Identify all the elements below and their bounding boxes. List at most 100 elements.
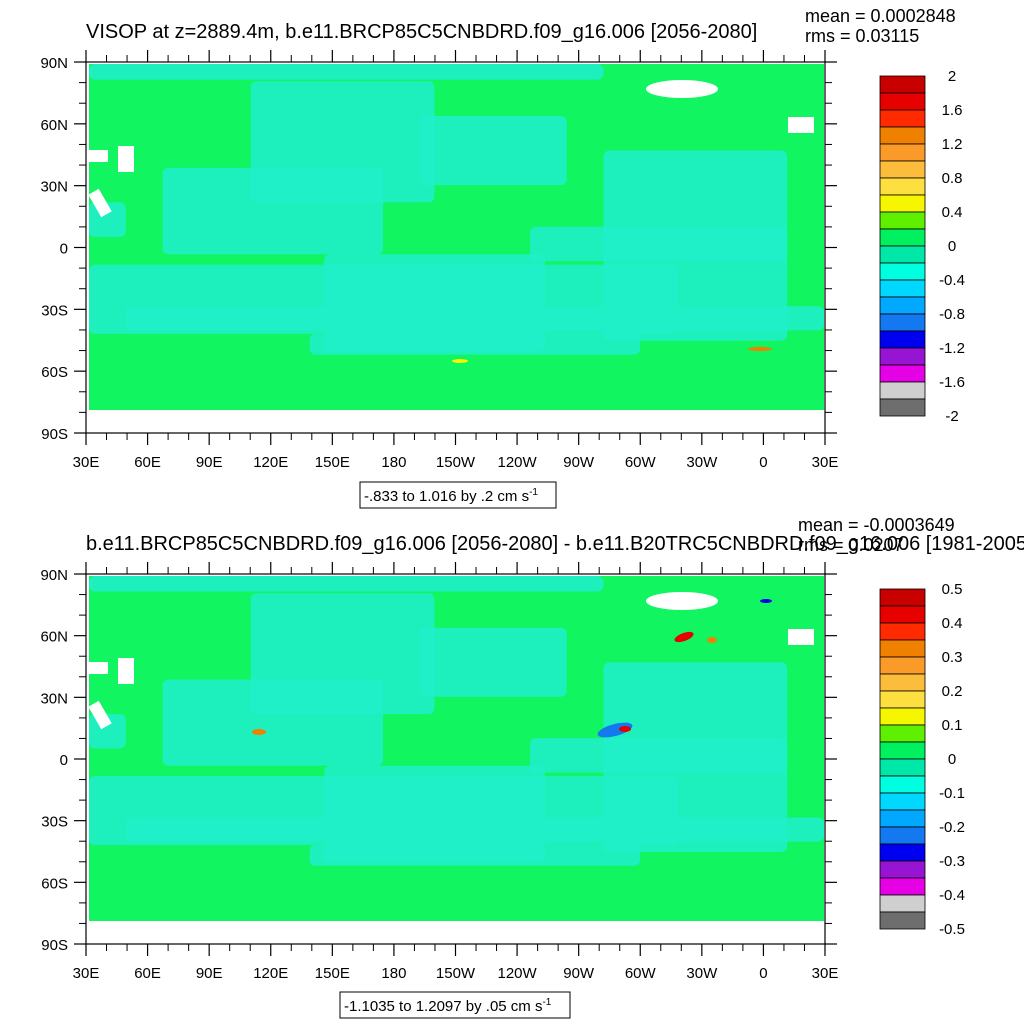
x-tick-label: 60W [625, 965, 657, 982]
colorbar-swatch [879, 211, 926, 230]
greenland-landmask [646, 592, 718, 610]
landmask [788, 629, 814, 645]
negative-anomaly-region [125, 306, 824, 331]
colorbar-label: -0.4 [939, 272, 965, 289]
anomaly-feature [748, 347, 772, 351]
x-tick-label: 0 [759, 454, 767, 471]
colorbar-label: 0.1 [942, 717, 963, 734]
colorbar: 2 1.6 1.2 0.8 0.4 0 -0.4 -0.8 -1.2 -1.6 -2 [879, 68, 965, 425]
map-plot [86, 576, 824, 943]
rms-stat: rms = 0.0207 [798, 535, 904, 555]
y-tick-label: 90S [41, 426, 68, 443]
map-axes: 90N 60N 30N 0 30S 60S 90S 30E 60E 90E 120E 150E 180 1… [40, 562, 838, 982]
anomaly-feature [707, 637, 717, 643]
colorbar-label: 0 [948, 751, 956, 768]
x-tick-label: 120E [253, 454, 288, 471]
x-tick-label: 30E [73, 965, 100, 982]
colorbar-swatch [879, 911, 926, 930]
colorbar-swatch [879, 143, 926, 162]
x-tick-label: 60E [134, 965, 161, 982]
x-tick-label: 150E [315, 454, 350, 471]
colorbar-swatch [879, 792, 926, 811]
x-tick-label: 120E [253, 965, 288, 982]
colorbar-label: 2 [948, 68, 956, 85]
colorbar-label: -0.8 [939, 306, 965, 323]
colorbar-label: 0.4 [942, 615, 963, 632]
colorbar-label: 0.5 [942, 581, 963, 598]
colorbar-label: 1.6 [942, 102, 963, 119]
colorbar-swatch [879, 826, 926, 845]
colorbar-swatch [879, 245, 926, 264]
colorbar-swatch [879, 126, 926, 145]
negative-anomaly-region [89, 576, 604, 592]
landmask [88, 700, 112, 730]
colorbar-label: 0.4 [942, 204, 963, 221]
colorbar: 0.5 0.4 0.3 0.2 0.1 0 -0.1 -0.2 -0.3 -0.4 -0.5 [879, 581, 965, 938]
negative-anomaly-region [250, 593, 435, 714]
negative-anomaly-region [250, 81, 435, 203]
x-tick-label: 30E [812, 454, 839, 471]
x-tick-label: 0 [759, 965, 767, 982]
colorbar-label: 1.2 [942, 136, 963, 153]
colorbar-swatch [879, 860, 926, 879]
colorbar-swatch [879, 262, 926, 281]
colorbar-swatch [879, 673, 926, 692]
bottom-panel: b.e11.BRCP85C5CNBDRD.f09_g16.006 [2056-2… [40, 515, 1024, 1019]
colorbar-swatch [879, 707, 926, 726]
colorbar-swatch [879, 690, 926, 709]
x-tick-label: 90W [563, 965, 595, 982]
x-tick-label: 150W [436, 454, 476, 471]
x-tick-label: 150W [436, 965, 476, 982]
colorbar-swatch [879, 160, 926, 179]
colorbar-swatch [879, 92, 926, 111]
y-tick-label: 60S [41, 364, 68, 381]
negative-anomaly-region [309, 333, 641, 355]
x-tick-label: 90W [563, 454, 595, 471]
top-panel: VISOP at z=2889.4m, b.e11.BRCP85C5CNBDRD… [40, 6, 965, 509]
landmask [86, 662, 108, 674]
anomaly-feature [619, 726, 631, 732]
landmask [118, 658, 134, 684]
rms-stat: rms = 0.03115 [805, 26, 919, 46]
colorbar-label: 0 [948, 238, 956, 255]
y-tick-label: 60N [40, 629, 68, 646]
contour-range-text: -1.1035 to 1.2097 by .05 cm s [344, 998, 542, 1015]
x-tick-label: 180 [381, 965, 406, 982]
colorbar-label: -0.3 [939, 853, 965, 870]
colorbar-swatch [879, 809, 926, 828]
landmask [118, 146, 134, 172]
colorbar-swatch [879, 296, 926, 315]
colorbar-swatch [879, 877, 926, 896]
colorbar-label: -0.5 [939, 921, 965, 938]
colorbar-swatch [879, 109, 926, 128]
y-tick-label: 90S [41, 937, 68, 954]
negative-anomaly-region [530, 738, 788, 773]
colorbar-swatch [879, 588, 926, 607]
x-tick-label: 90E [196, 965, 223, 982]
svg-text:-.833 to 1.016 by .2 cm s-1: -.833 to 1.016 by .2 cm s-1 [364, 487, 538, 505]
negative-anomaly-region [419, 115, 567, 186]
negative-anomaly-region [125, 817, 824, 842]
contour-range-text: -.833 to 1.016 by .2 cm s [364, 488, 529, 505]
colorbar-swatch [879, 775, 926, 794]
missing-data-strip [87, 410, 824, 432]
mean-stat: mean = -0.0003649 [798, 515, 955, 535]
colorbar-swatch [879, 724, 926, 743]
colorbar-label: -0.4 [939, 887, 965, 904]
colorbar-swatch [879, 364, 926, 383]
colorbar-label: 0.8 [942, 170, 963, 187]
missing-data-strip [87, 921, 824, 943]
colorbar-swatch [879, 656, 926, 675]
y-tick-label: 30N [40, 179, 68, 196]
panel-title: b.e11.BRCP85C5CNBDRD.f09_g16.006 [2056-2… [86, 533, 1024, 555]
y-tick-label: 60S [41, 875, 68, 892]
y-tick-label: 90N [40, 567, 68, 584]
y-tick-label: 60N [40, 117, 68, 134]
unit-exponent: -1 [542, 997, 551, 1008]
colorbar-label: -1.2 [939, 340, 965, 357]
anomaly-feature [760, 599, 772, 603]
colorbar-label: 0.2 [942, 683, 963, 700]
colorbar-swatch [879, 758, 926, 777]
colorbar-swatch [879, 381, 926, 400]
